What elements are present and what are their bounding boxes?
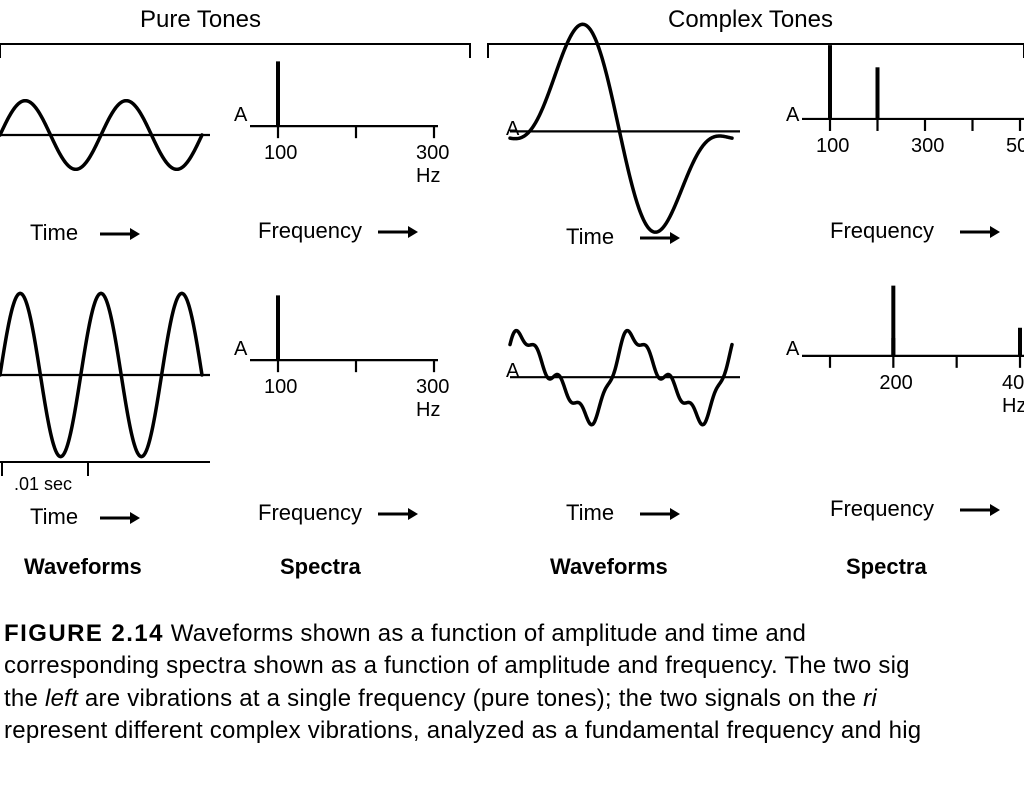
bracket-left xyxy=(0,40,470,56)
caption-ital-right: ri xyxy=(863,685,877,712)
amp-label: A xyxy=(506,360,519,383)
section-title-pure: Pure Tones xyxy=(140,6,261,34)
spectrum-pure-bot: A 100300 Hz Frequency xyxy=(248,340,438,412)
arrow-icon xyxy=(378,506,418,522)
time-label-text: Time xyxy=(566,500,614,525)
arrow-icon xyxy=(640,506,680,522)
arrow-icon xyxy=(640,230,680,246)
tick-label: 100 xyxy=(264,142,297,165)
amp-label: A xyxy=(786,104,799,127)
tick-label: 300 Hz xyxy=(416,142,449,188)
time-label-text: Time xyxy=(30,504,78,529)
amp-label: A xyxy=(506,118,519,141)
spectrum-complex-bot: A 200400 Hz Frequency xyxy=(800,334,1024,412)
section-title-complex: Complex Tones xyxy=(668,6,833,34)
amp-label: A xyxy=(234,104,247,127)
waveform-complex-top: A Time xyxy=(510,60,740,230)
col-label-spectra-right: Spectra xyxy=(846,554,927,580)
caption-line3a: the xyxy=(4,685,45,712)
col-label-waveforms-left: Waveforms xyxy=(24,554,142,580)
time-scale-label: .01 sec xyxy=(14,474,72,495)
spectrum-pure-top: A 100300 Hz Frequency xyxy=(248,106,438,178)
col-label-waveforms-right: Waveforms xyxy=(550,554,668,580)
freq-label: Frequency xyxy=(830,496,934,522)
time-label: Time xyxy=(566,224,614,250)
caption-line4: represent different complex vibrations, … xyxy=(4,717,921,744)
time-label-text: Time xyxy=(30,220,78,245)
figure-caption: FIGURE 2.14 Waveforms shown as a functio… xyxy=(0,618,1024,786)
caption-line3b: are vibrations at a single frequency (pu… xyxy=(78,685,863,712)
figure-2-14: Pure Tones Complex Tones Time A 100300 H… xyxy=(0,0,1024,786)
caption-ital-left: left xyxy=(45,685,78,712)
freq-label: Frequency xyxy=(258,218,362,244)
waveform-complex-bot: A Time xyxy=(510,310,740,450)
arrow-icon xyxy=(960,502,1000,518)
freq-label-text: Frequency xyxy=(258,500,362,525)
caption-line1: Waveforms shown as a function of amplitu… xyxy=(164,620,806,647)
tick-label: 100 xyxy=(816,135,849,158)
amp-label: A xyxy=(786,338,799,361)
freq-label-text: Frequency xyxy=(258,218,362,243)
arrow-icon xyxy=(378,224,418,240)
waveform-pure-top: Time xyxy=(0,70,210,200)
time-label-text: Time xyxy=(566,224,614,249)
tick-label: 100 xyxy=(264,376,297,399)
tick-label: 200 xyxy=(879,372,912,395)
time-label: Time xyxy=(30,220,78,246)
arrow-icon xyxy=(960,224,1000,240)
amp-label: A xyxy=(234,338,247,361)
freq-label-text: Frequency xyxy=(830,218,934,243)
tick-label: 500 xyxy=(1006,135,1024,158)
freq-label: Frequency xyxy=(258,500,362,526)
figure-number: FIGURE 2.14 xyxy=(4,620,164,647)
spectrum-complex-top: A 100300500 Frequency xyxy=(800,96,1024,178)
caption-line2: corresponding spectra shown as a functio… xyxy=(4,652,910,679)
waveform-pure-bot: .01 sec Time xyxy=(0,290,210,460)
arrow-icon xyxy=(100,510,140,526)
tick-label: 400 Hz xyxy=(1002,372,1024,418)
col-label-spectra-left: Spectra xyxy=(280,554,361,580)
freq-label: Frequency xyxy=(830,218,934,244)
time-label: Time xyxy=(30,504,78,530)
tick-label: 300 xyxy=(911,135,944,158)
arrow-icon xyxy=(100,226,140,242)
freq-label-text: Frequency xyxy=(830,496,934,521)
tick-label: 300 Hz xyxy=(416,376,449,422)
time-label: Time xyxy=(566,500,614,526)
